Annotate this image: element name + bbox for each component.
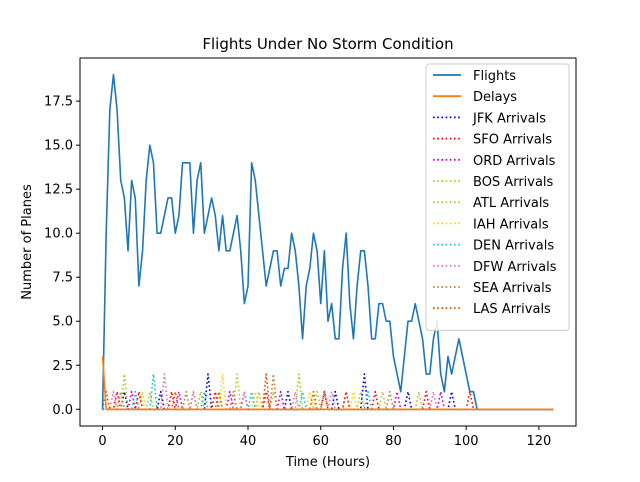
legend-label-ord-arrivals: ORD Arrivals bbox=[473, 154, 556, 169]
plot-frame bbox=[79, 57, 577, 427]
series-line-ord-arrivals bbox=[102, 390, 554, 411]
x-tick-label: 40 bbox=[240, 434, 257, 449]
series-line-delays bbox=[101, 356, 554, 411]
series-layer bbox=[101, 73, 554, 411]
legend: Flights Delays JFK Arrivals SFO Arrivals ORD… bbox=[425, 63, 570, 331]
legend-box bbox=[425, 63, 570, 331]
legend-label-delays: Delays bbox=[473, 90, 517, 105]
legend-label-sea-arrivals: SEA Arrivals bbox=[473, 281, 552, 296]
chart-title: Flights Under No Storm Condition bbox=[202, 35, 453, 53]
legend-label-las-arrivals: LAS Arrivals bbox=[473, 302, 551, 317]
legend-label-jfk-arrivals: JFK Arrivals bbox=[472, 111, 546, 126]
x-tick-label: 100 bbox=[454, 434, 479, 449]
x-tick-label: 20 bbox=[167, 434, 184, 449]
x-tick-label: 60 bbox=[312, 434, 329, 449]
series-line-bos-arrivals bbox=[102, 373, 554, 411]
x-tick-label: 80 bbox=[385, 434, 402, 449]
legend-label-bos-arrivals: BOS Arrivals bbox=[473, 175, 554, 190]
series-line-flights bbox=[101, 73, 554, 411]
series-line-atl-arrivals bbox=[102, 373, 554, 411]
y-tick-label: 12.5 bbox=[44, 183, 73, 198]
series-line-iah-arrivals bbox=[102, 373, 554, 411]
legend-label-sfo-arrivals: SFO Arrivals bbox=[473, 133, 552, 148]
y-axis: 0.0 2.5 5.0 7.5 10.0 12.5 15.0 17.5 bbox=[44, 95, 80, 418]
y-tick-label: 17.5 bbox=[44, 95, 73, 110]
y-axis-title: Number of Planes bbox=[20, 184, 35, 300]
legend-label-dfw-arrivals: DFW Arrivals bbox=[473, 260, 557, 275]
series-line-las-arrivals bbox=[101, 373, 554, 411]
y-tick-label: 10.0 bbox=[44, 227, 73, 242]
y-tick-label: 15.0 bbox=[44, 139, 73, 154]
y-tick-label: 0.0 bbox=[52, 403, 73, 418]
legend-label-flights: Flights bbox=[473, 69, 516, 84]
y-tick-label: 5.0 bbox=[52, 315, 73, 330]
x-tick-label: 0 bbox=[98, 434, 106, 449]
legend-label-iah-arrivals: IAH Arrivals bbox=[473, 217, 549, 232]
series-line-den-arrivals bbox=[102, 373, 554, 411]
y-tick-label: 2.5 bbox=[52, 359, 73, 374]
series-line-dfw-arrivals bbox=[102, 373, 554, 411]
series-line-sea-arrivals bbox=[102, 373, 554, 411]
y-tick-label: 7.5 bbox=[52, 271, 73, 286]
x-axis-title: Time (Hours) bbox=[285, 455, 370, 470]
legend-label-den-arrivals: DEN Arrivals bbox=[473, 239, 554, 254]
x-axis: 0 20 40 60 80 100 120 bbox=[98, 426, 551, 449]
legend-label-atl-arrivals: ATL Arrivals bbox=[473, 196, 549, 211]
series-line-jfk-arrivals bbox=[102, 373, 554, 411]
x-tick-label: 120 bbox=[526, 434, 551, 449]
series-line-sfo-arrivals bbox=[102, 390, 554, 411]
